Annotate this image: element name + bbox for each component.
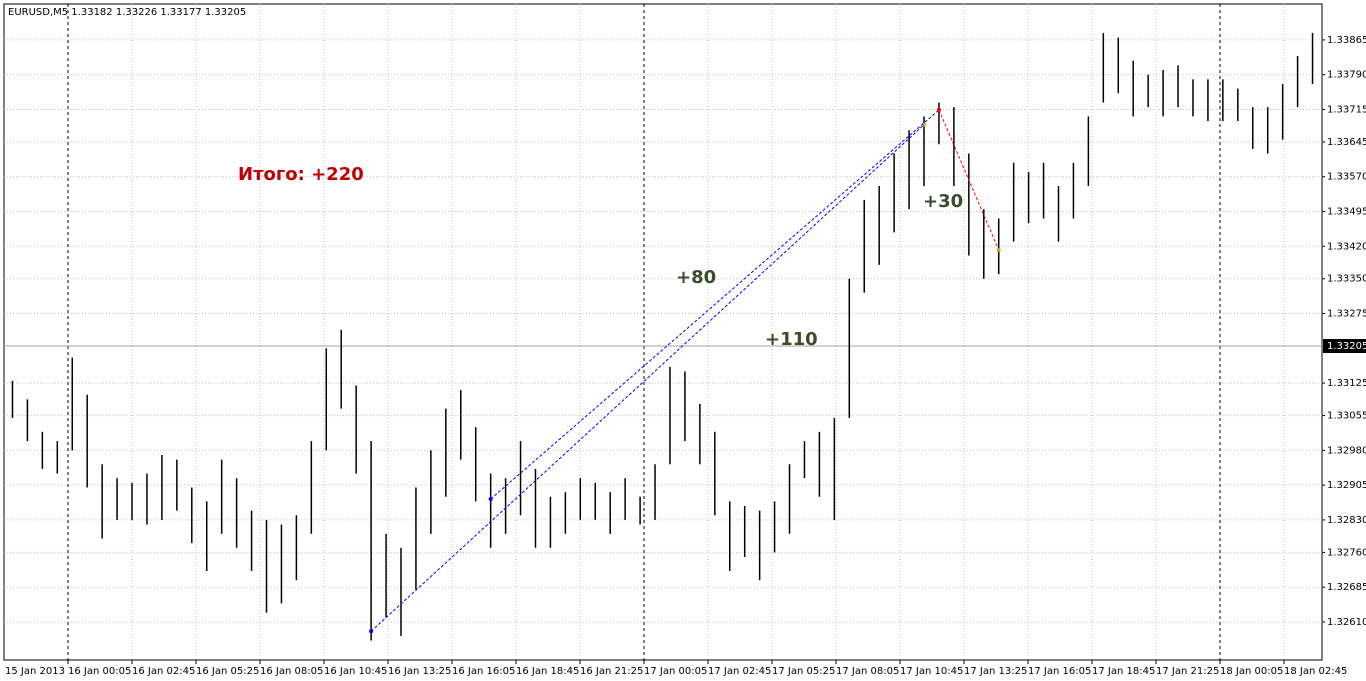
x-tick-label: 17 Jan 02:45 [708, 666, 771, 677]
y-tick-label: 1.32830 [1327, 515, 1366, 526]
x-tick-label: 16 Jan 00:05 [68, 666, 131, 677]
x-tick-label: 16 Jan 16:05 [452, 666, 515, 677]
x-tick-label: 16 Jan 10:45 [324, 666, 387, 677]
y-tick-label: 1.33715 [1327, 104, 1366, 115]
x-tick-label: 15 Jan 2013 [5, 666, 65, 677]
x-tick-label: 16 Jan 08:05 [260, 666, 323, 677]
y-tick-label: 1.33275 [1327, 309, 1366, 320]
x-tick-label: 17 Jan 21:25 [1156, 666, 1219, 677]
x-tick-label: 17 Jan 08:05 [836, 666, 899, 677]
y-tick-label: 1.33125 [1327, 378, 1366, 389]
trade-entry [369, 629, 374, 634]
x-tick-label: 17 Jan 18:45 [1092, 666, 1155, 677]
annotation: +30 [923, 191, 963, 212]
annotation: Итого: +220 [238, 164, 364, 185]
x-tick-label: 17 Jan 16:05 [1028, 666, 1091, 677]
x-tick-label: 17 Jan 13:25 [964, 666, 1027, 677]
annotation: +80 [676, 267, 716, 288]
x-tick-label: 16 Jan 18:45 [516, 666, 579, 677]
y-tick-label: 1.33055 [1327, 411, 1366, 422]
y-tick-label: 1.33420 [1327, 241, 1366, 252]
x-tick-label: 18 Jan 00:05 [1220, 666, 1283, 677]
trade-line [490, 109, 940, 500]
y-tick-label: 1.32760 [1327, 547, 1366, 558]
x-tick-label: 16 Jan 05:25 [196, 666, 259, 677]
x-tick-label: 18 Jan 02:45 [1284, 666, 1347, 677]
y-tick-label: 1.32610 [1327, 617, 1366, 628]
x-tick-label: 16 Jan 13:25 [388, 666, 451, 677]
y-tick-label: 1.33350 [1327, 274, 1366, 285]
trade-line [370, 124, 925, 632]
x-tick-label: 17 Jan 10:45 [900, 666, 963, 677]
trade-entry [936, 107, 941, 112]
current-price-label: 1.33205 [1327, 341, 1366, 352]
y-tick-label: 1.33865 [1327, 35, 1366, 46]
trade-entry [488, 497, 493, 502]
y-tick-label: 1.33570 [1327, 172, 1366, 183]
annotation: +110 [765, 329, 818, 350]
x-tick-label: 17 Jan 00:05 [644, 666, 707, 677]
trade-line [938, 109, 1000, 251]
plot-frame [3, 3, 1323, 661]
current-price-box [1323, 339, 1366, 354]
x-tick-label: 16 Jan 21:25 [580, 666, 643, 677]
y-tick-label: 1.32980 [1327, 445, 1366, 456]
x-tick-label: 16 Jan 02:45 [132, 666, 195, 677]
y-tick-label: 1.33790 [1327, 70, 1366, 81]
x-tick-label: 17 Jan 05:25 [772, 666, 835, 677]
y-tick-label: 1.33645 [1327, 137, 1366, 148]
y-tick-label: 1.32905 [1327, 480, 1366, 491]
trade-exit [996, 247, 1001, 252]
y-tick-label: 1.33495 [1327, 206, 1366, 217]
chart-title: EURUSD,M5 1.33182 1.33226 1.33177 1.3320… [8, 7, 246, 18]
y-tick-label: 1.32685 [1327, 582, 1366, 593]
